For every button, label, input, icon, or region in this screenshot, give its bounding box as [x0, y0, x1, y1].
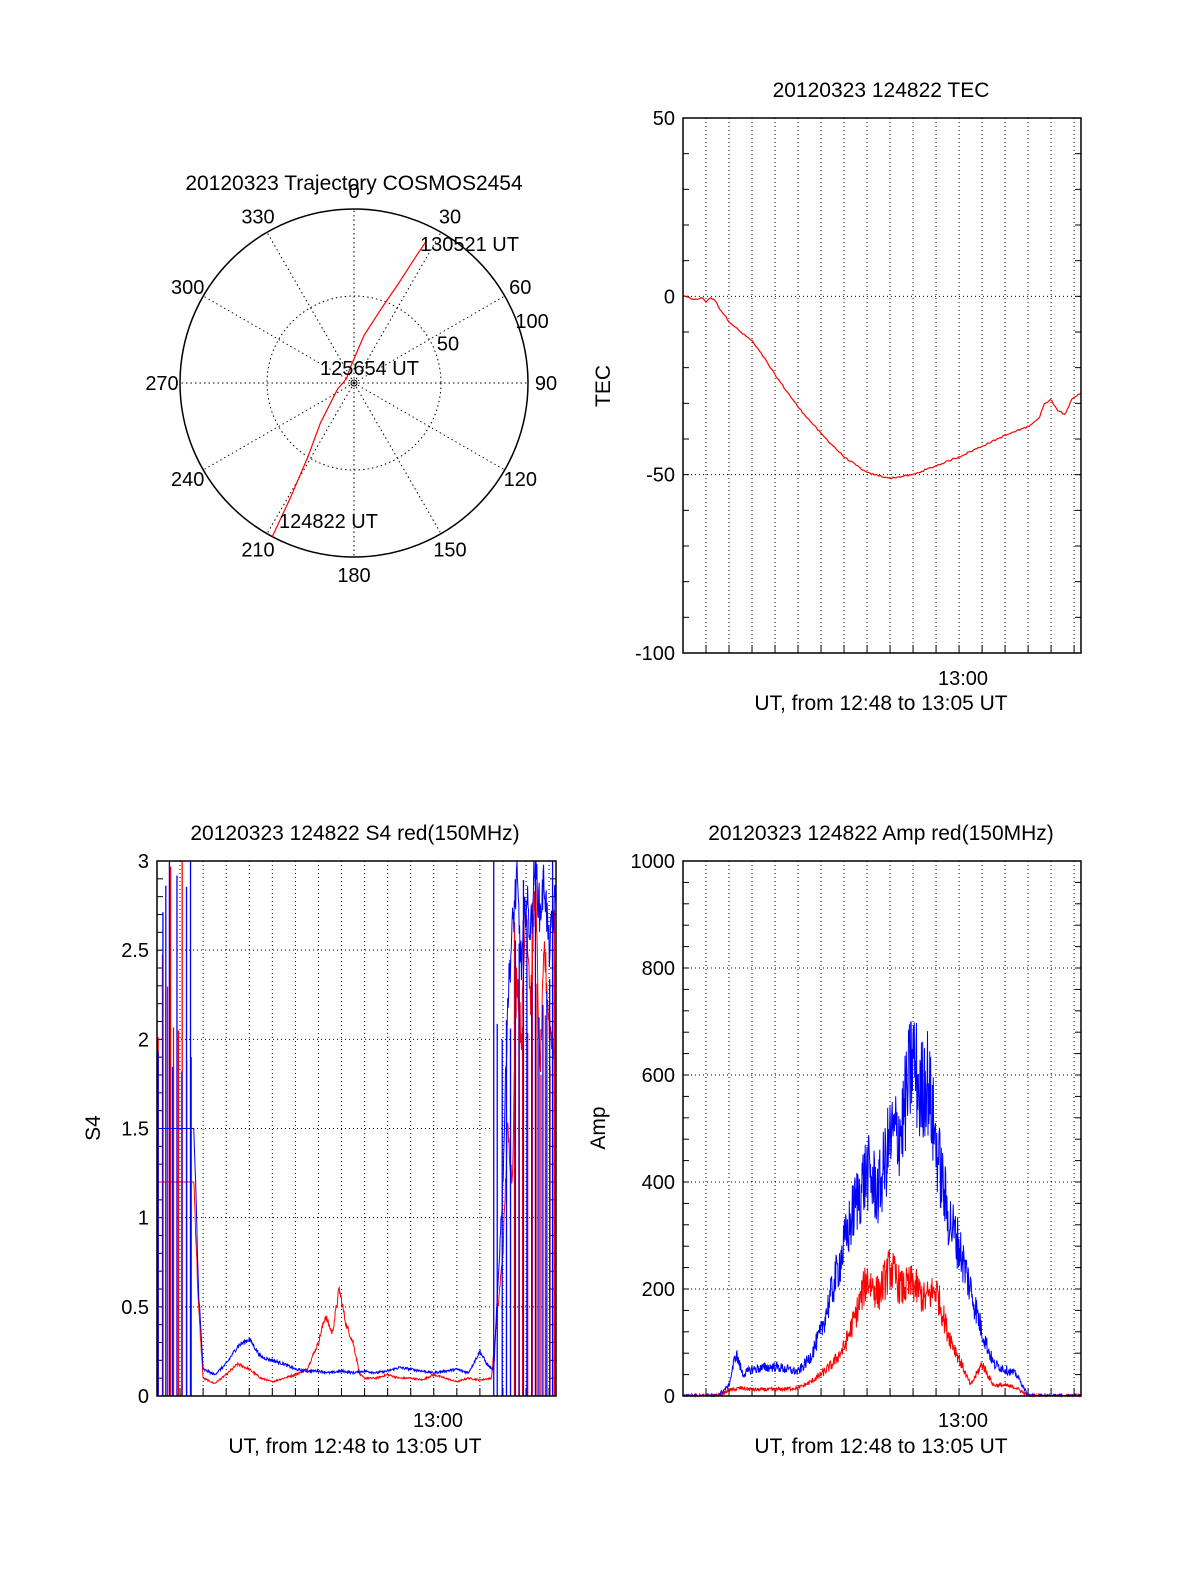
polar-spoke-300 — [203, 295, 355, 384]
polar-azimuth-label: 270 — [145, 373, 178, 395]
tec-y-tick-label: 0 — [664, 286, 675, 308]
polar-spoke-30 — [353, 232, 442, 384]
amp-grid — [683, 860, 1081, 1397]
s4-title: 20120323 124822 S4 red(150MHz) — [190, 822, 519, 845]
s4-y-tick-label: 0 — [138, 1386, 149, 1408]
polar-spoke-210 — [266, 382, 355, 534]
track-end-label: 130521 UT — [420, 234, 519, 256]
polar-azimuth-label: 210 — [241, 539, 274, 561]
polar-spoke-60 — [353, 295, 505, 384]
amp-panel: 20120323 124822 Amp red(150MHz) 1000 800 6… — [587, 822, 1082, 1458]
trajectory-track-line — [271, 240, 428, 537]
amp-x-axis-label: UT, from 12:48 to 13:05 UT — [754, 1435, 1007, 1458]
amp-y-tick-label: 600 — [642, 1065, 675, 1087]
polar-azimuth-label: 150 — [433, 539, 466, 561]
tec-x-tick-label: 13:00 — [938, 668, 988, 690]
amp-y-ticks: 1000 800 600 400 200 0 — [631, 851, 676, 1408]
polar-radial-label: 50 — [437, 333, 459, 355]
polar-azimuth-label: 0 — [348, 181, 359, 203]
tec-title: 20120323 124822 TEC — [773, 79, 990, 102]
tec-y-tick-label: 50 — [653, 108, 675, 130]
s4-x-axis-label: UT, from 12:48 to 13:05 UT — [228, 1435, 481, 1458]
s4-line-red — [157, 881, 557, 1384]
s4-panel: 20120323 124822 S4 red(150MHz) 3 2.5 2 1.5 1… — [82, 822, 557, 1458]
polar-azimuth-label: 120 — [504, 469, 537, 491]
amp-title: 20120323 124822 Amp red(150MHz) — [708, 822, 1054, 845]
amp-y-tick-label: 1000 — [631, 851, 676, 873]
polar-azimuth-label: 30 — [439, 207, 461, 229]
amp-y-tick-label: 0 — [664, 1386, 675, 1408]
polar-outer-circle — [179, 208, 529, 558]
s4-y-tick-label: 2 — [138, 1029, 149, 1051]
s4-series — [157, 860, 557, 1396]
polar-azimuth-label: 240 — [171, 469, 204, 491]
track-start-label: 124822 UT — [279, 511, 378, 533]
s4-y-tick-label: 0.5 — [121, 1297, 149, 1319]
polar-azimuth-labels: 0 30 60 90 120 150 180 210 240 270 300 330 — [145, 181, 557, 587]
track-mid-label: 125654 UT — [320, 358, 419, 380]
tec-plot-frame — [682, 117, 1082, 654]
amp-y-tick-label: 800 — [642, 958, 675, 980]
s4-y-tick-label: 1 — [138, 1208, 149, 1230]
trajectory-panel: 20120323 Trajectory COSMOS2454 0 30 60 90 12… — [145, 172, 557, 587]
amp-y-tick-label: 400 — [642, 1172, 675, 1194]
polar-spoke-120 — [353, 382, 505, 471]
tec-line-red — [682, 295, 1082, 480]
s4-plot-frame — [156, 860, 557, 1397]
polar-spoke-330 — [266, 232, 355, 384]
s4-line-blue — [157, 860, 557, 1376]
polar-grid — [180, 209, 528, 557]
tec-panel: 20120323 124822 TEC 50 0 -50 -100 13:00 UT,… — [592, 79, 1082, 715]
polar-azimuth-label: 90 — [535, 373, 557, 395]
tec-y-tick-label: -100 — [635, 643, 675, 665]
polar-azimuth-label: 300 — [171, 277, 204, 299]
tec-x-axis-label: UT, from 12:48 to 13:05 UT — [754, 692, 1007, 715]
polar-azimuth-label: 60 — [509, 277, 531, 299]
s4-y-tick-label: 3 — [138, 851, 149, 873]
s4-x-tick-label: 13:00 — [413, 1410, 463, 1432]
trajectory-title: 20120323 Trajectory COSMOS2454 — [185, 172, 523, 195]
tec-y-axis-label: TEC — [592, 365, 615, 407]
amp-line-blue — [682, 1021, 1082, 1398]
polar-spoke-150 — [353, 382, 442, 534]
amp-series — [682, 1021, 1082, 1398]
polar-azimuth-label: 180 — [337, 565, 370, 587]
amp-line-red — [683, 1249, 1082, 1398]
polar-center-mark — [350, 379, 358, 387]
amp-plot-frame — [682, 860, 1082, 1397]
s4-y-ticks: 3 2.5 2 1.5 1 0.5 0 — [121, 851, 149, 1408]
s4-y-tick-label: 2.5 — [121, 940, 149, 962]
tec-series — [682, 295, 1082, 480]
tec-grid — [683, 117, 1081, 654]
amp-x-tick-label: 13:00 — [938, 1410, 988, 1432]
tec-y-ticks: 50 0 -50 -100 — [635, 108, 675, 665]
s4-y-axis-label: S4 — [82, 1115, 105, 1141]
polar-radial-label: 100 — [515, 311, 548, 333]
amp-y-axis-label: Amp — [587, 1106, 610, 1149]
polar-spoke-240 — [203, 382, 355, 471]
s4-y-tick-label: 1.5 — [121, 1119, 149, 1141]
polar-radial-labels: 50 100 — [437, 311, 549, 356]
tec-y-tick-label: -50 — [646, 465, 675, 487]
polar-azimuth-label: 330 — [241, 207, 274, 229]
amp-y-tick-label: 200 — [642, 1279, 675, 1301]
